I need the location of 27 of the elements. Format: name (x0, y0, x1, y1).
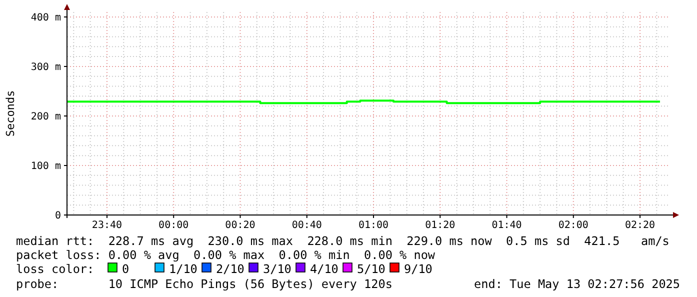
y-tick-label: 100 m (30, 160, 61, 172)
text: 2/10 (216, 262, 244, 276)
text: 4/10 (310, 262, 338, 276)
x-tick-label: 02:00 (558, 220, 588, 231)
text: 0 (122, 262, 130, 276)
text: 3/10 (263, 262, 292, 276)
y-tick-label: 300 m (30, 62, 61, 73)
text: packet loss: 0.00 % avg 0.00 % max 0.00 % min 0.00 % now (16, 248, 436, 262)
text: 9/10 (404, 262, 432, 276)
text: end: Tue May 13 02:27:56 2025 (474, 277, 680, 291)
text: probe: 10 ICMP Echo Pings (56 Bytes) every 120s (16, 277, 392, 291)
x-tick-label: 01:40 (492, 220, 522, 231)
text: median rtt: 228.7 ms avg 230.0 ms max 228.0 ms min 229.0 ms now 0.5 ms sd 421.5 am/s (16, 234, 670, 248)
x-tick-label: 02:20 (624, 220, 656, 231)
text: loss color: (16, 262, 94, 276)
y-tick-label: 200 m (30, 111, 61, 122)
x-tick-label: 00:20 (225, 220, 256, 231)
x-tick-label: 00:00 (158, 220, 189, 231)
text: 1/10 (169, 262, 198, 276)
y-axis-title: Seconds (4, 90, 17, 137)
x-tick-label: 23:40 (92, 220, 122, 231)
x-tick-label: 01:00 (358, 220, 389, 231)
text: 5/10 (357, 262, 386, 276)
y-tick-label: 0 (54, 210, 61, 222)
x-tick-label: 01:20 (425, 220, 456, 231)
y-tick-label: 400 m (30, 12, 61, 24)
x-tick-label: 00:40 (292, 220, 322, 231)
